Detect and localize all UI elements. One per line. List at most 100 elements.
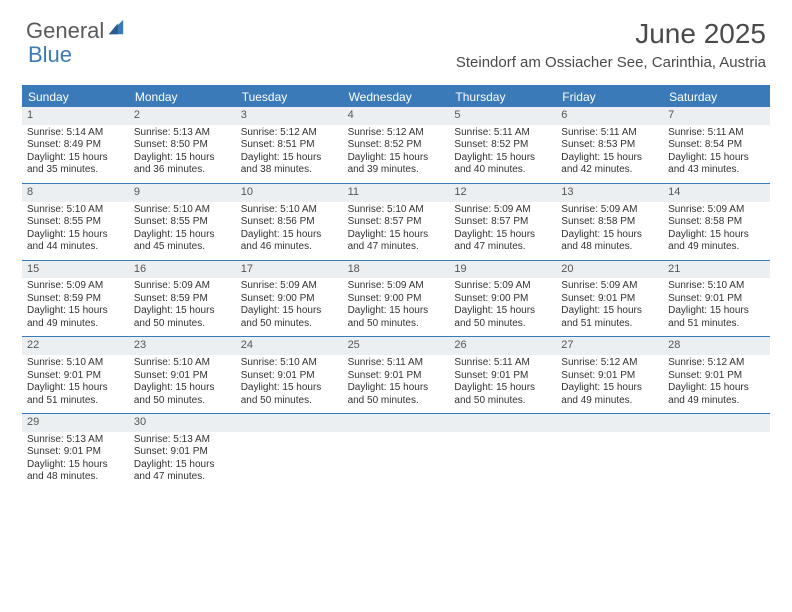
day-line: Sunrise: 5:09 AM [454,280,551,293]
day-cell: 8Sunrise: 5:10 AMSunset: 8:55 PMDaylight… [22,184,129,260]
day-number: 6 [556,107,663,125]
weeks-container: 1Sunrise: 5:14 AMSunset: 8:49 PMDaylight… [22,107,770,490]
day-line: and 42 minutes. [561,164,658,177]
day-cell [343,414,450,490]
day-line: Sunset: 9:01 PM [348,370,445,383]
dayname: Monday [129,87,236,107]
day-line: Daylight: 15 hours [454,152,551,165]
day-line: Sunset: 9:01 PM [454,370,551,383]
day-line: Daylight: 15 hours [27,305,124,318]
day-info: Sunrise: 5:10 AMSunset: 8:55 PMDaylight:… [129,204,236,260]
day-line: Sunrise: 5:10 AM [241,204,338,217]
day-info: Sunrise: 5:10 AMSunset: 9:01 PMDaylight:… [663,280,770,336]
day-line: Sunrise: 5:11 AM [454,357,551,370]
week-row: 8Sunrise: 5:10 AMSunset: 8:55 PMDaylight… [22,183,770,260]
day-line: and 48 minutes. [561,241,658,254]
day-line: Sunset: 8:51 PM [241,139,338,152]
day-line: Sunset: 8:54 PM [668,139,765,152]
day-line: Sunrise: 5:10 AM [668,280,765,293]
day-line: and 43 minutes. [668,164,765,177]
day-line: and 40 minutes. [454,164,551,177]
day-line: Sunset: 9:01 PM [27,370,124,383]
day-line: Sunset: 8:57 PM [348,216,445,229]
day-cell [663,414,770,490]
day-number-empty [663,414,770,432]
day-line: and 45 minutes. [134,241,231,254]
sail-icon [107,18,125,36]
day-number: 5 [449,107,556,125]
day-cell: 15Sunrise: 5:09 AMSunset: 8:59 PMDayligh… [22,261,129,337]
day-info: Sunrise: 5:12 AMSunset: 8:52 PMDaylight:… [343,127,450,183]
day-line: Sunrise: 5:10 AM [27,357,124,370]
day-line: Sunrise: 5:13 AM [134,127,231,140]
day-line: Sunset: 9:00 PM [454,293,551,306]
day-line: Sunrise: 5:13 AM [27,434,124,447]
day-line: and 46 minutes. [241,241,338,254]
logo: General [26,18,125,44]
logo-word2: Blue [28,42,72,68]
day-cell [556,414,663,490]
day-cell: 26Sunrise: 5:11 AMSunset: 9:01 PMDayligh… [449,337,556,413]
day-line: Sunset: 8:52 PM [348,139,445,152]
day-line: Sunset: 8:50 PM [134,139,231,152]
day-info: Sunrise: 5:10 AMSunset: 9:01 PMDaylight:… [236,357,343,413]
day-line: Daylight: 15 hours [561,152,658,165]
day-line: Sunset: 8:55 PM [134,216,231,229]
day-number: 9 [129,184,236,202]
day-line: Daylight: 15 hours [348,382,445,395]
day-info: Sunrise: 5:09 AMSunset: 9:01 PMDaylight:… [556,280,663,336]
day-line: Sunset: 8:58 PM [668,216,765,229]
day-info: Sunrise: 5:11 AMSunset: 9:01 PMDaylight:… [343,357,450,413]
day-number: 21 [663,261,770,279]
dayname: Saturday [663,87,770,107]
title-block: June 2025 Steindorf am Ossiacher See, Ca… [456,18,766,71]
day-line: Daylight: 15 hours [668,152,765,165]
day-cell: 9 Sunrise: 5:10 AMSunset: 8:55 PMDaylight… [129,184,236,260]
day-line: and 50 minutes. [454,318,551,331]
day-number: 17 [236,261,343,279]
day-line: and 49 minutes. [668,241,765,254]
day-line: Sunrise: 5:11 AM [454,127,551,140]
header: General June 2025 Steindorf am Ossiacher… [0,0,792,77]
day-line: Daylight: 15 hours [134,459,231,472]
day-line: Sunrise: 5:13 AM [134,434,231,447]
day-line: and 50 minutes. [454,395,551,408]
day-info: Sunrise: 5:13 AMSunset: 9:01 PMDaylight:… [22,434,129,490]
day-line: Sunrise: 5:10 AM [348,204,445,217]
day-line: Sunset: 9:01 PM [134,446,231,459]
day-number: 16 [129,261,236,279]
day-line: Sunrise: 5:12 AM [348,127,445,140]
day-line: Daylight: 15 hours [668,382,765,395]
day-line: Sunrise: 5:14 AM [27,127,124,140]
day-line: and 50 minutes. [241,318,338,331]
day-line: Sunset: 8:52 PM [454,139,551,152]
day-info: Sunrise: 5:10 AMSunset: 8:56 PMDaylight:… [236,204,343,260]
day-info: Sunrise: 5:10 AMSunset: 8:57 PMDaylight:… [343,204,450,260]
day-number-empty [556,414,663,432]
location: Steindorf am Ossiacher See, Carinthia, A… [456,54,766,71]
week-row: 22Sunrise: 5:10 AMSunset: 9:01 PMDayligh… [22,336,770,413]
day-line: Daylight: 15 hours [27,382,124,395]
day-line: Sunset: 8:55 PM [27,216,124,229]
day-line: and 50 minutes. [241,395,338,408]
week-row: 1Sunrise: 5:14 AMSunset: 8:49 PMDaylight… [22,107,770,183]
day-line: Daylight: 15 hours [27,229,124,242]
day-cell: 10Sunrise: 5:10 AMSunset: 8:56 PMDayligh… [236,184,343,260]
day-cell: 17Sunrise: 5:09 AMSunset: 9:00 PMDayligh… [236,261,343,337]
day-number-empty [343,414,450,432]
day-number: 8 [22,184,129,202]
day-line: and 35 minutes. [27,164,124,177]
day-cell: 29Sunrise: 5:13 AMSunset: 9:01 PMDayligh… [22,414,129,490]
day-number: 19 [449,261,556,279]
day-line: Daylight: 15 hours [241,305,338,318]
day-info: Sunrise: 5:13 AMSunset: 9:01 PMDaylight:… [129,434,236,490]
day-line: Sunrise: 5:10 AM [241,357,338,370]
day-line: Sunrise: 5:10 AM [134,204,231,217]
day-line: Daylight: 15 hours [454,229,551,242]
day-line: Daylight: 15 hours [348,305,445,318]
day-line: Sunset: 8:56 PM [241,216,338,229]
day-line: Daylight: 15 hours [241,382,338,395]
day-info: Sunrise: 5:11 AMSunset: 8:53 PMDaylight:… [556,127,663,183]
day-line: and 36 minutes. [134,164,231,177]
month-title: June 2025 [456,18,766,50]
